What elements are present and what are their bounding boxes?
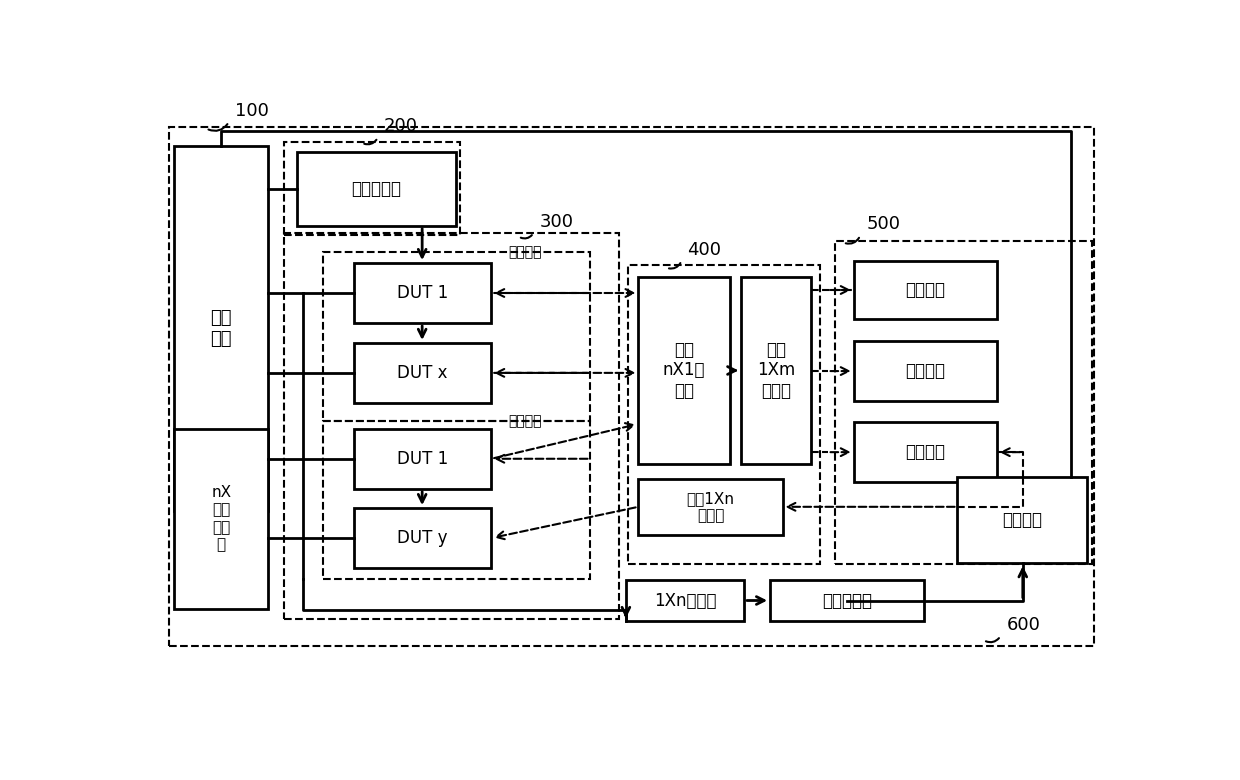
Text: 主控
电脑: 主控 电脑 bbox=[211, 310, 232, 348]
Text: 光功率计: 光功率计 bbox=[905, 281, 945, 299]
Bar bbox=[627, 265, 820, 565]
Text: nX
通信
适配
器: nX 通信 适配 器 bbox=[211, 485, 232, 552]
Text: 测试板一: 测试板一 bbox=[508, 245, 542, 259]
Text: 200: 200 bbox=[383, 118, 418, 136]
Text: 500: 500 bbox=[866, 215, 900, 233]
Text: 光示波器: 光示波器 bbox=[905, 362, 945, 380]
Bar bbox=[836, 241, 1092, 565]
Bar bbox=[353, 429, 491, 489]
Bar bbox=[298, 152, 456, 225]
Bar bbox=[170, 126, 1094, 646]
Text: 发射误码仪: 发射误码仪 bbox=[351, 180, 402, 198]
Text: 光衰减器: 光衰减器 bbox=[905, 443, 945, 461]
Text: 100: 100 bbox=[234, 102, 269, 120]
Bar bbox=[853, 341, 997, 401]
Bar bbox=[742, 278, 811, 463]
Bar bbox=[853, 422, 997, 482]
Text: 400: 400 bbox=[687, 240, 722, 258]
Bar bbox=[626, 580, 744, 621]
Bar bbox=[174, 147, 268, 511]
Text: 300: 300 bbox=[539, 213, 573, 231]
Bar bbox=[174, 429, 268, 609]
Text: DUT 1: DUT 1 bbox=[397, 450, 449, 468]
Bar bbox=[639, 278, 729, 463]
Bar bbox=[353, 263, 491, 323]
Text: 1Xn电开关: 1Xn电开关 bbox=[653, 591, 717, 609]
Bar bbox=[770, 580, 924, 621]
Bar bbox=[284, 233, 619, 619]
Bar bbox=[353, 343, 491, 403]
Text: 光源模块: 光源模块 bbox=[1002, 511, 1043, 529]
Text: DUT y: DUT y bbox=[397, 529, 448, 547]
Bar bbox=[853, 261, 997, 320]
Text: 接收误码仪: 接收误码仪 bbox=[822, 591, 872, 609]
Text: DUT x: DUT x bbox=[397, 364, 448, 382]
Text: DUT 1: DUT 1 bbox=[397, 284, 449, 302]
Text: 测试板二: 测试板二 bbox=[508, 414, 542, 428]
Text: 发射
nX1光
开关: 发射 nX1光 开关 bbox=[663, 341, 706, 400]
Bar bbox=[324, 421, 590, 579]
Bar bbox=[324, 252, 590, 421]
Bar bbox=[957, 477, 1087, 563]
Text: 接收1Xn
光开关: 接收1Xn 光开关 bbox=[687, 491, 734, 523]
Bar bbox=[639, 479, 782, 535]
Bar bbox=[284, 142, 460, 235]
Text: 发射
1Xm
光开关: 发射 1Xm 光开关 bbox=[758, 341, 795, 400]
Bar bbox=[353, 508, 491, 568]
Text: 600: 600 bbox=[1007, 616, 1040, 634]
